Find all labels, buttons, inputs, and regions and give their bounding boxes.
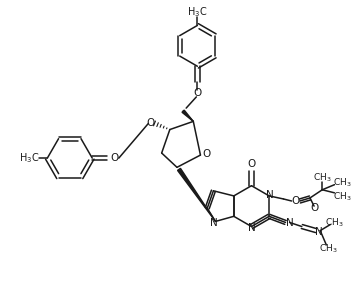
Text: H$_3$C: H$_3$C bbox=[187, 5, 207, 19]
Text: N: N bbox=[286, 218, 293, 228]
Text: CH$_3$: CH$_3$ bbox=[319, 243, 338, 255]
Polygon shape bbox=[182, 110, 193, 122]
Text: O: O bbox=[193, 88, 201, 98]
Text: O: O bbox=[111, 153, 119, 163]
Text: N: N bbox=[315, 227, 323, 237]
Text: N: N bbox=[266, 190, 274, 200]
Text: H$_3$C: H$_3$C bbox=[19, 151, 39, 165]
Text: CH$_3$: CH$_3$ bbox=[333, 191, 352, 203]
Polygon shape bbox=[177, 168, 215, 221]
Text: N: N bbox=[210, 218, 217, 228]
Text: CH$_3$: CH$_3$ bbox=[325, 216, 344, 229]
Text: N: N bbox=[248, 222, 255, 232]
Text: CH$_3$: CH$_3$ bbox=[333, 176, 352, 189]
Text: O: O bbox=[292, 196, 300, 206]
Text: O: O bbox=[310, 203, 318, 213]
Text: O: O bbox=[146, 118, 155, 128]
Text: O: O bbox=[247, 159, 256, 169]
Text: O: O bbox=[202, 149, 211, 159]
Text: CH$_3$: CH$_3$ bbox=[313, 171, 332, 184]
